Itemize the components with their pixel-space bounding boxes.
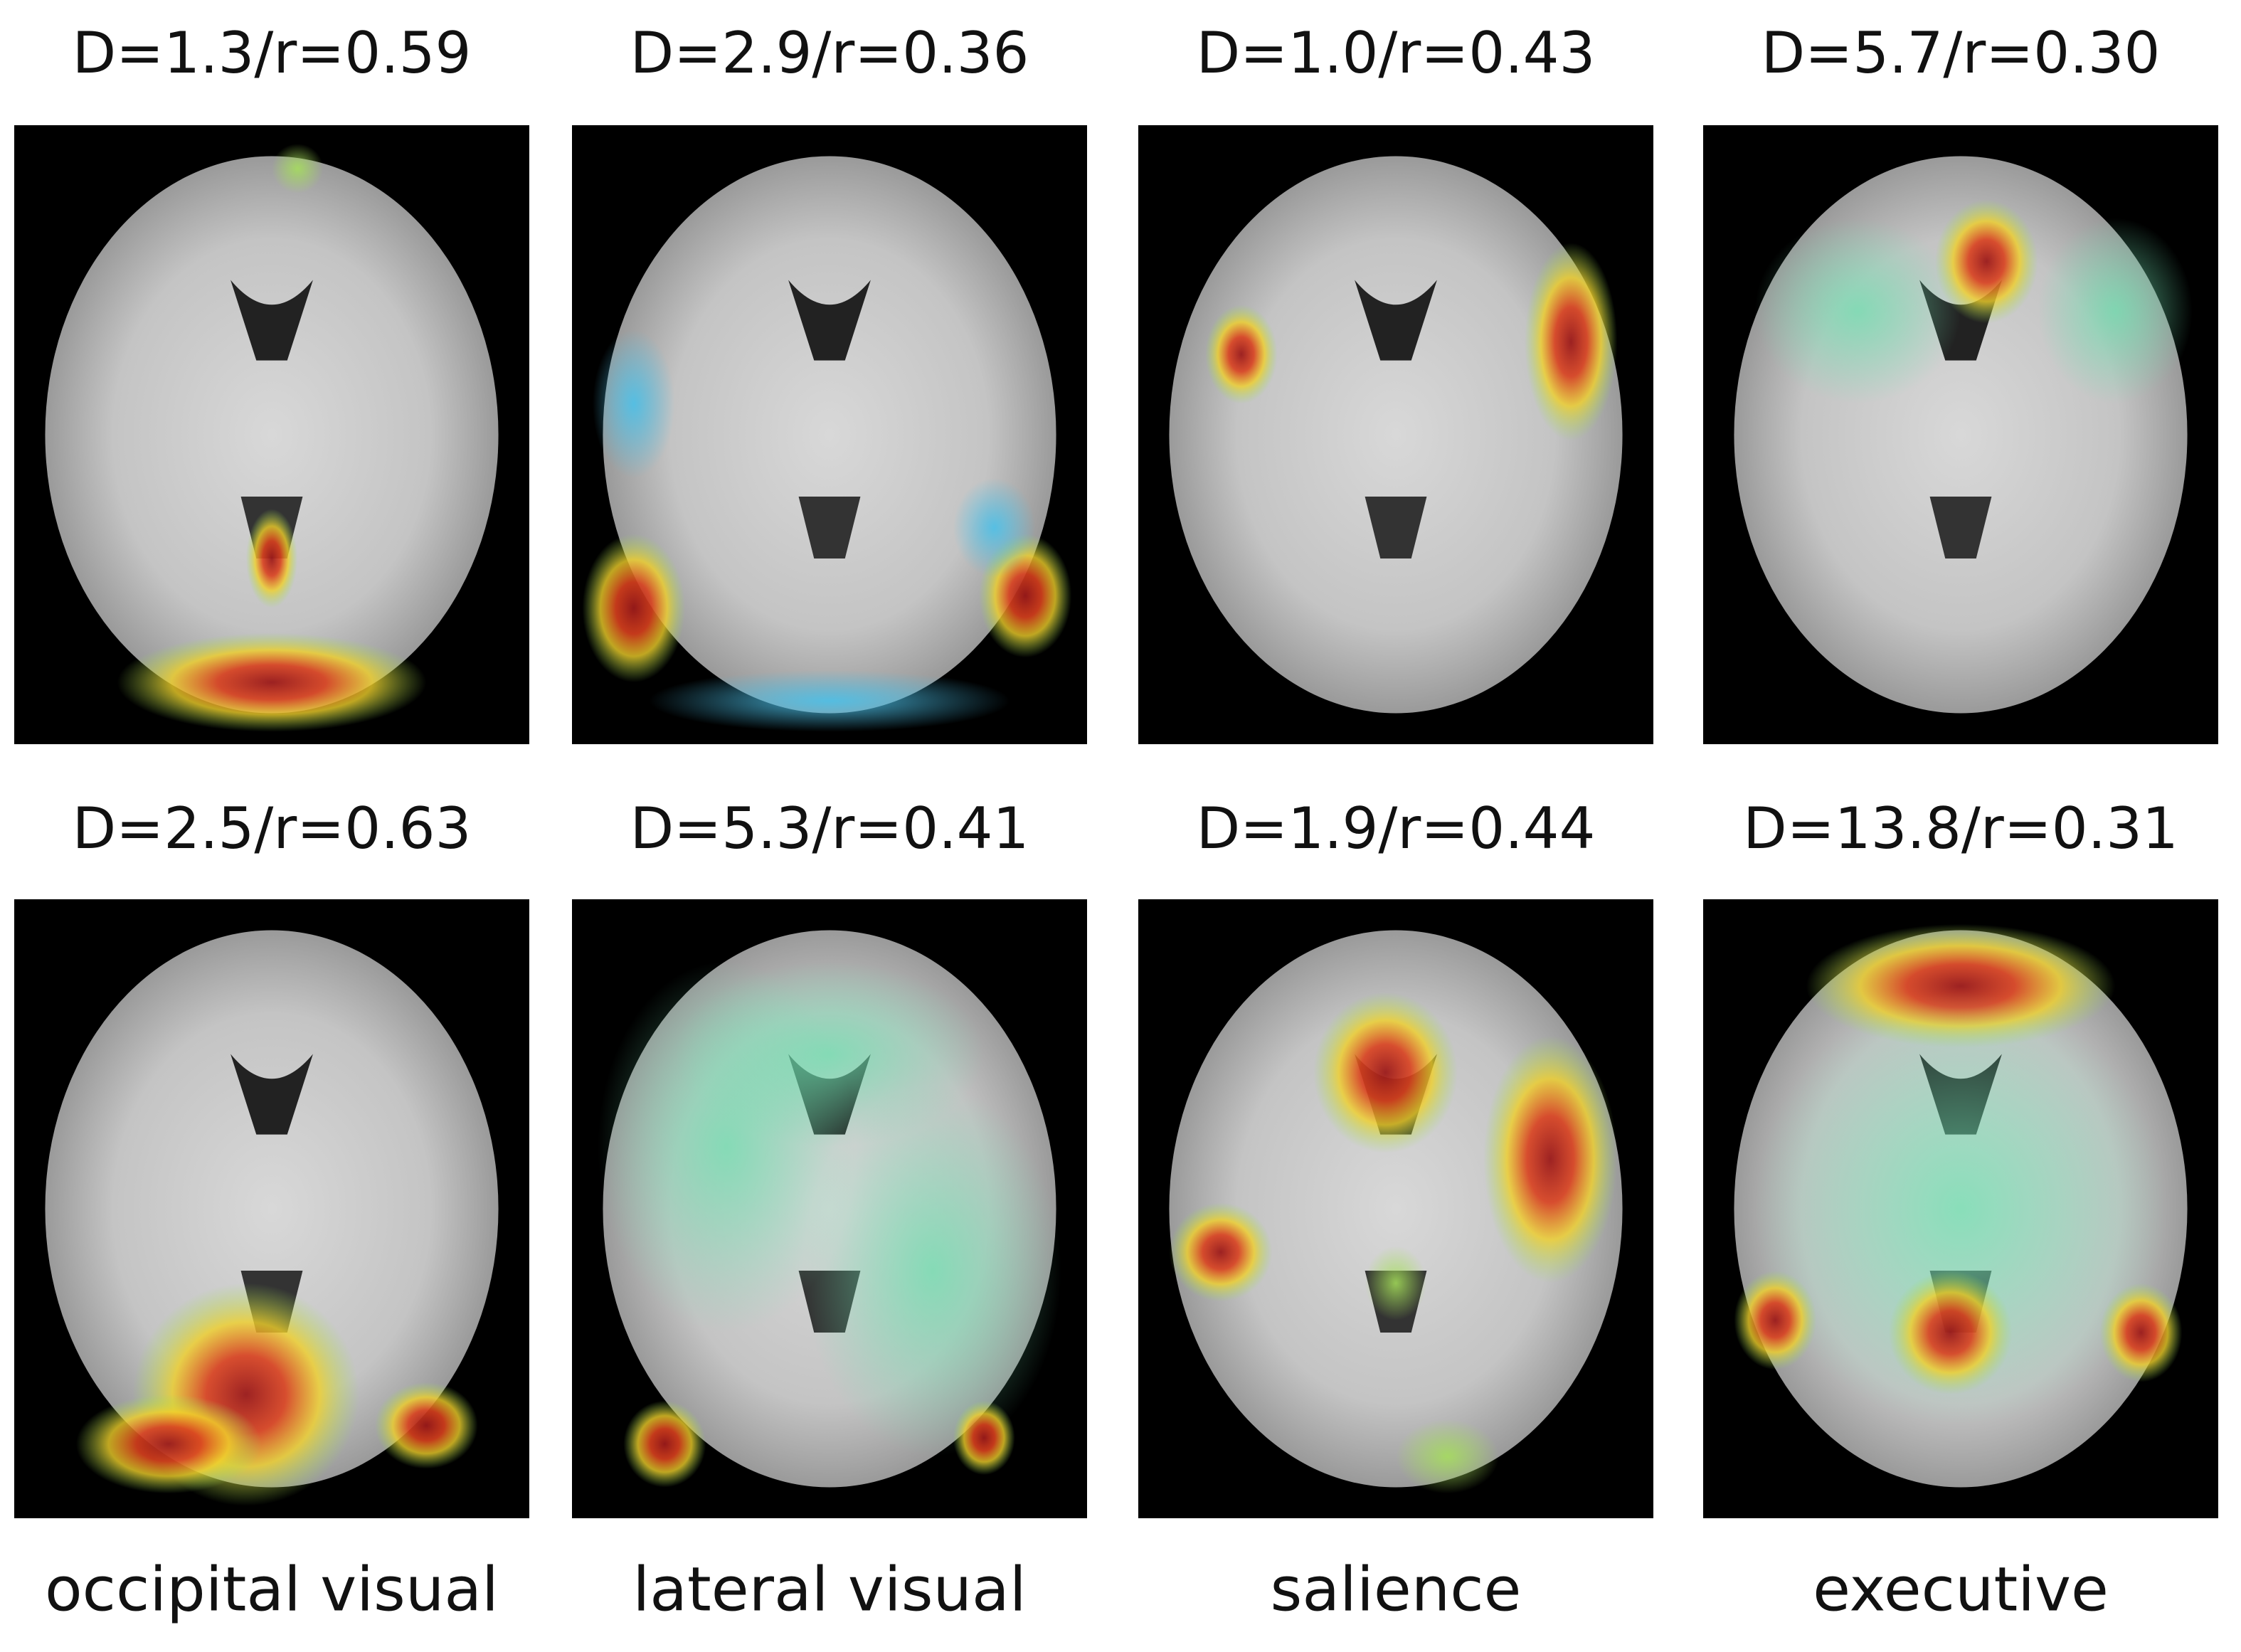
activation-blob	[1754, 218, 1961, 404]
brain-slice	[45, 156, 499, 714]
activation-blob	[1365, 1246, 1427, 1320]
activation-blob	[649, 669, 1010, 732]
brain-panel	[1703, 899, 2218, 1518]
panel-title: D=1.0/r=0.43	[1197, 20, 1596, 86]
activation-blob	[2099, 1283, 2183, 1382]
ventricle	[231, 280, 313, 361]
ventricle	[788, 280, 871, 361]
ventricle	[231, 1054, 313, 1135]
activation-blob	[117, 632, 427, 732]
panel-title: D=1.9/r=0.44	[1197, 795, 1596, 862]
activation-blob	[1525, 243, 1618, 441]
column-label: lateral visual	[632, 1554, 1026, 1625]
panel-title: D=13.8/r=0.31	[1743, 795, 2178, 862]
brain-panel	[14, 125, 529, 744]
activation-blob	[1313, 992, 1458, 1153]
panel-title: D=1.3/r=0.59	[73, 20, 472, 86]
brain-slice	[603, 156, 1056, 714]
activation-blob	[75, 1394, 262, 1494]
column-label: occipital visual	[45, 1554, 499, 1625]
brain-panel	[572, 125, 1087, 744]
panel-title: D=5.7/r=0.30	[1761, 20, 2161, 86]
activation-blob	[803, 1085, 1061, 1456]
brain-panel	[14, 899, 529, 1518]
ventricle	[798, 497, 861, 558]
activation-blob	[1483, 1035, 1618, 1283]
ventricle	[1365, 497, 1427, 558]
activation-blob	[1734, 1271, 1817, 1370]
activation-blob	[1754, 992, 2167, 1426]
panel-title: D=2.9/r=0.36	[630, 20, 1029, 86]
column-label: executive	[1813, 1554, 2109, 1625]
activation-blob	[623, 1400, 706, 1488]
activation-blob	[2038, 218, 2193, 404]
activation-blob	[1396, 1419, 1499, 1494]
activation-blob	[272, 144, 324, 194]
activation-blob	[674, 961, 985, 1147]
brain-panel	[572, 899, 1087, 1518]
ventricle	[1929, 497, 1992, 558]
panel-title: D=2.5/r=0.63	[73, 795, 472, 862]
brain-panel	[1138, 125, 1653, 744]
activation-blob	[1888, 1271, 2013, 1394]
column-label: salience	[1271, 1554, 1522, 1625]
ventricle	[1355, 280, 1437, 361]
activation-blob	[1205, 305, 1278, 404]
activation-blob	[1169, 1202, 1273, 1302]
brain-panel	[1703, 125, 2218, 744]
activation-blob	[953, 1400, 1015, 1476]
activation-blob	[374, 1382, 478, 1469]
activation-blob	[1934, 199, 2038, 324]
activation-blob	[592, 329, 675, 478]
activation-blob	[582, 534, 686, 682]
brain-panel	[1138, 899, 1653, 1518]
brain-slice	[1169, 156, 1623, 714]
panel-title: D=5.3/r=0.41	[630, 795, 1029, 862]
activation-blob	[245, 509, 298, 608]
activation-blob	[953, 477, 1036, 578]
